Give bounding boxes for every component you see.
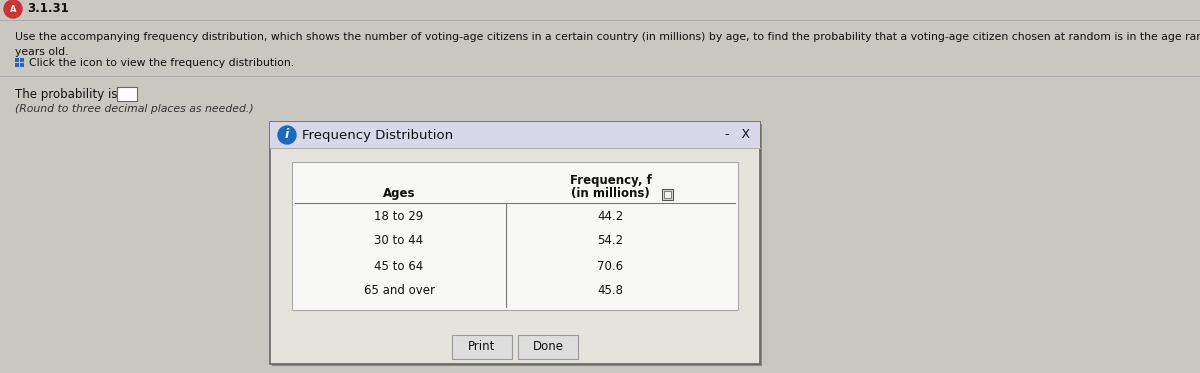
FancyBboxPatch shape (452, 335, 512, 359)
FancyBboxPatch shape (518, 335, 578, 359)
FancyBboxPatch shape (118, 87, 137, 101)
Circle shape (278, 126, 296, 144)
FancyBboxPatch shape (270, 122, 760, 148)
Text: The probability is: The probability is (14, 88, 118, 101)
Text: (in millions): (in millions) (571, 187, 650, 200)
Text: 18 to 29: 18 to 29 (374, 210, 424, 223)
Text: years old.: years old. (14, 47, 68, 57)
FancyBboxPatch shape (272, 124, 762, 366)
Text: Frequency Distribution: Frequency Distribution (302, 129, 454, 141)
Text: 65 and over: 65 and over (364, 285, 434, 298)
Circle shape (4, 0, 22, 18)
FancyBboxPatch shape (662, 189, 673, 200)
Text: 45.8: 45.8 (598, 285, 624, 298)
Text: Use the accompanying frequency distribution, which shows the number of voting-ag: Use the accompanying frequency distribut… (14, 32, 1200, 42)
Text: 30 to 44: 30 to 44 (374, 235, 424, 248)
FancyBboxPatch shape (20, 63, 24, 67)
FancyBboxPatch shape (14, 63, 19, 67)
Text: Print: Print (468, 341, 496, 354)
Text: i: i (284, 129, 289, 141)
FancyBboxPatch shape (20, 58, 24, 62)
Text: A: A (10, 4, 17, 13)
Text: -   X: - X (725, 129, 750, 141)
Text: Frequency, f: Frequency, f (570, 174, 652, 187)
Text: Ages: Ages (383, 187, 415, 200)
Text: Done: Done (533, 341, 564, 354)
FancyBboxPatch shape (14, 58, 19, 62)
FancyBboxPatch shape (292, 162, 738, 310)
Text: Click the icon to view the frequency distribution.: Click the icon to view the frequency dis… (29, 58, 294, 68)
Text: 70.6: 70.6 (598, 260, 624, 273)
FancyBboxPatch shape (665, 191, 672, 198)
Text: 3.1.31: 3.1.31 (28, 3, 68, 16)
Text: 54.2: 54.2 (598, 235, 624, 248)
Text: (Round to three decimal places as needed.): (Round to three decimal places as needed… (14, 104, 253, 114)
FancyBboxPatch shape (270, 122, 760, 364)
Text: 44.2: 44.2 (598, 210, 624, 223)
Text: 45 to 64: 45 to 64 (374, 260, 424, 273)
